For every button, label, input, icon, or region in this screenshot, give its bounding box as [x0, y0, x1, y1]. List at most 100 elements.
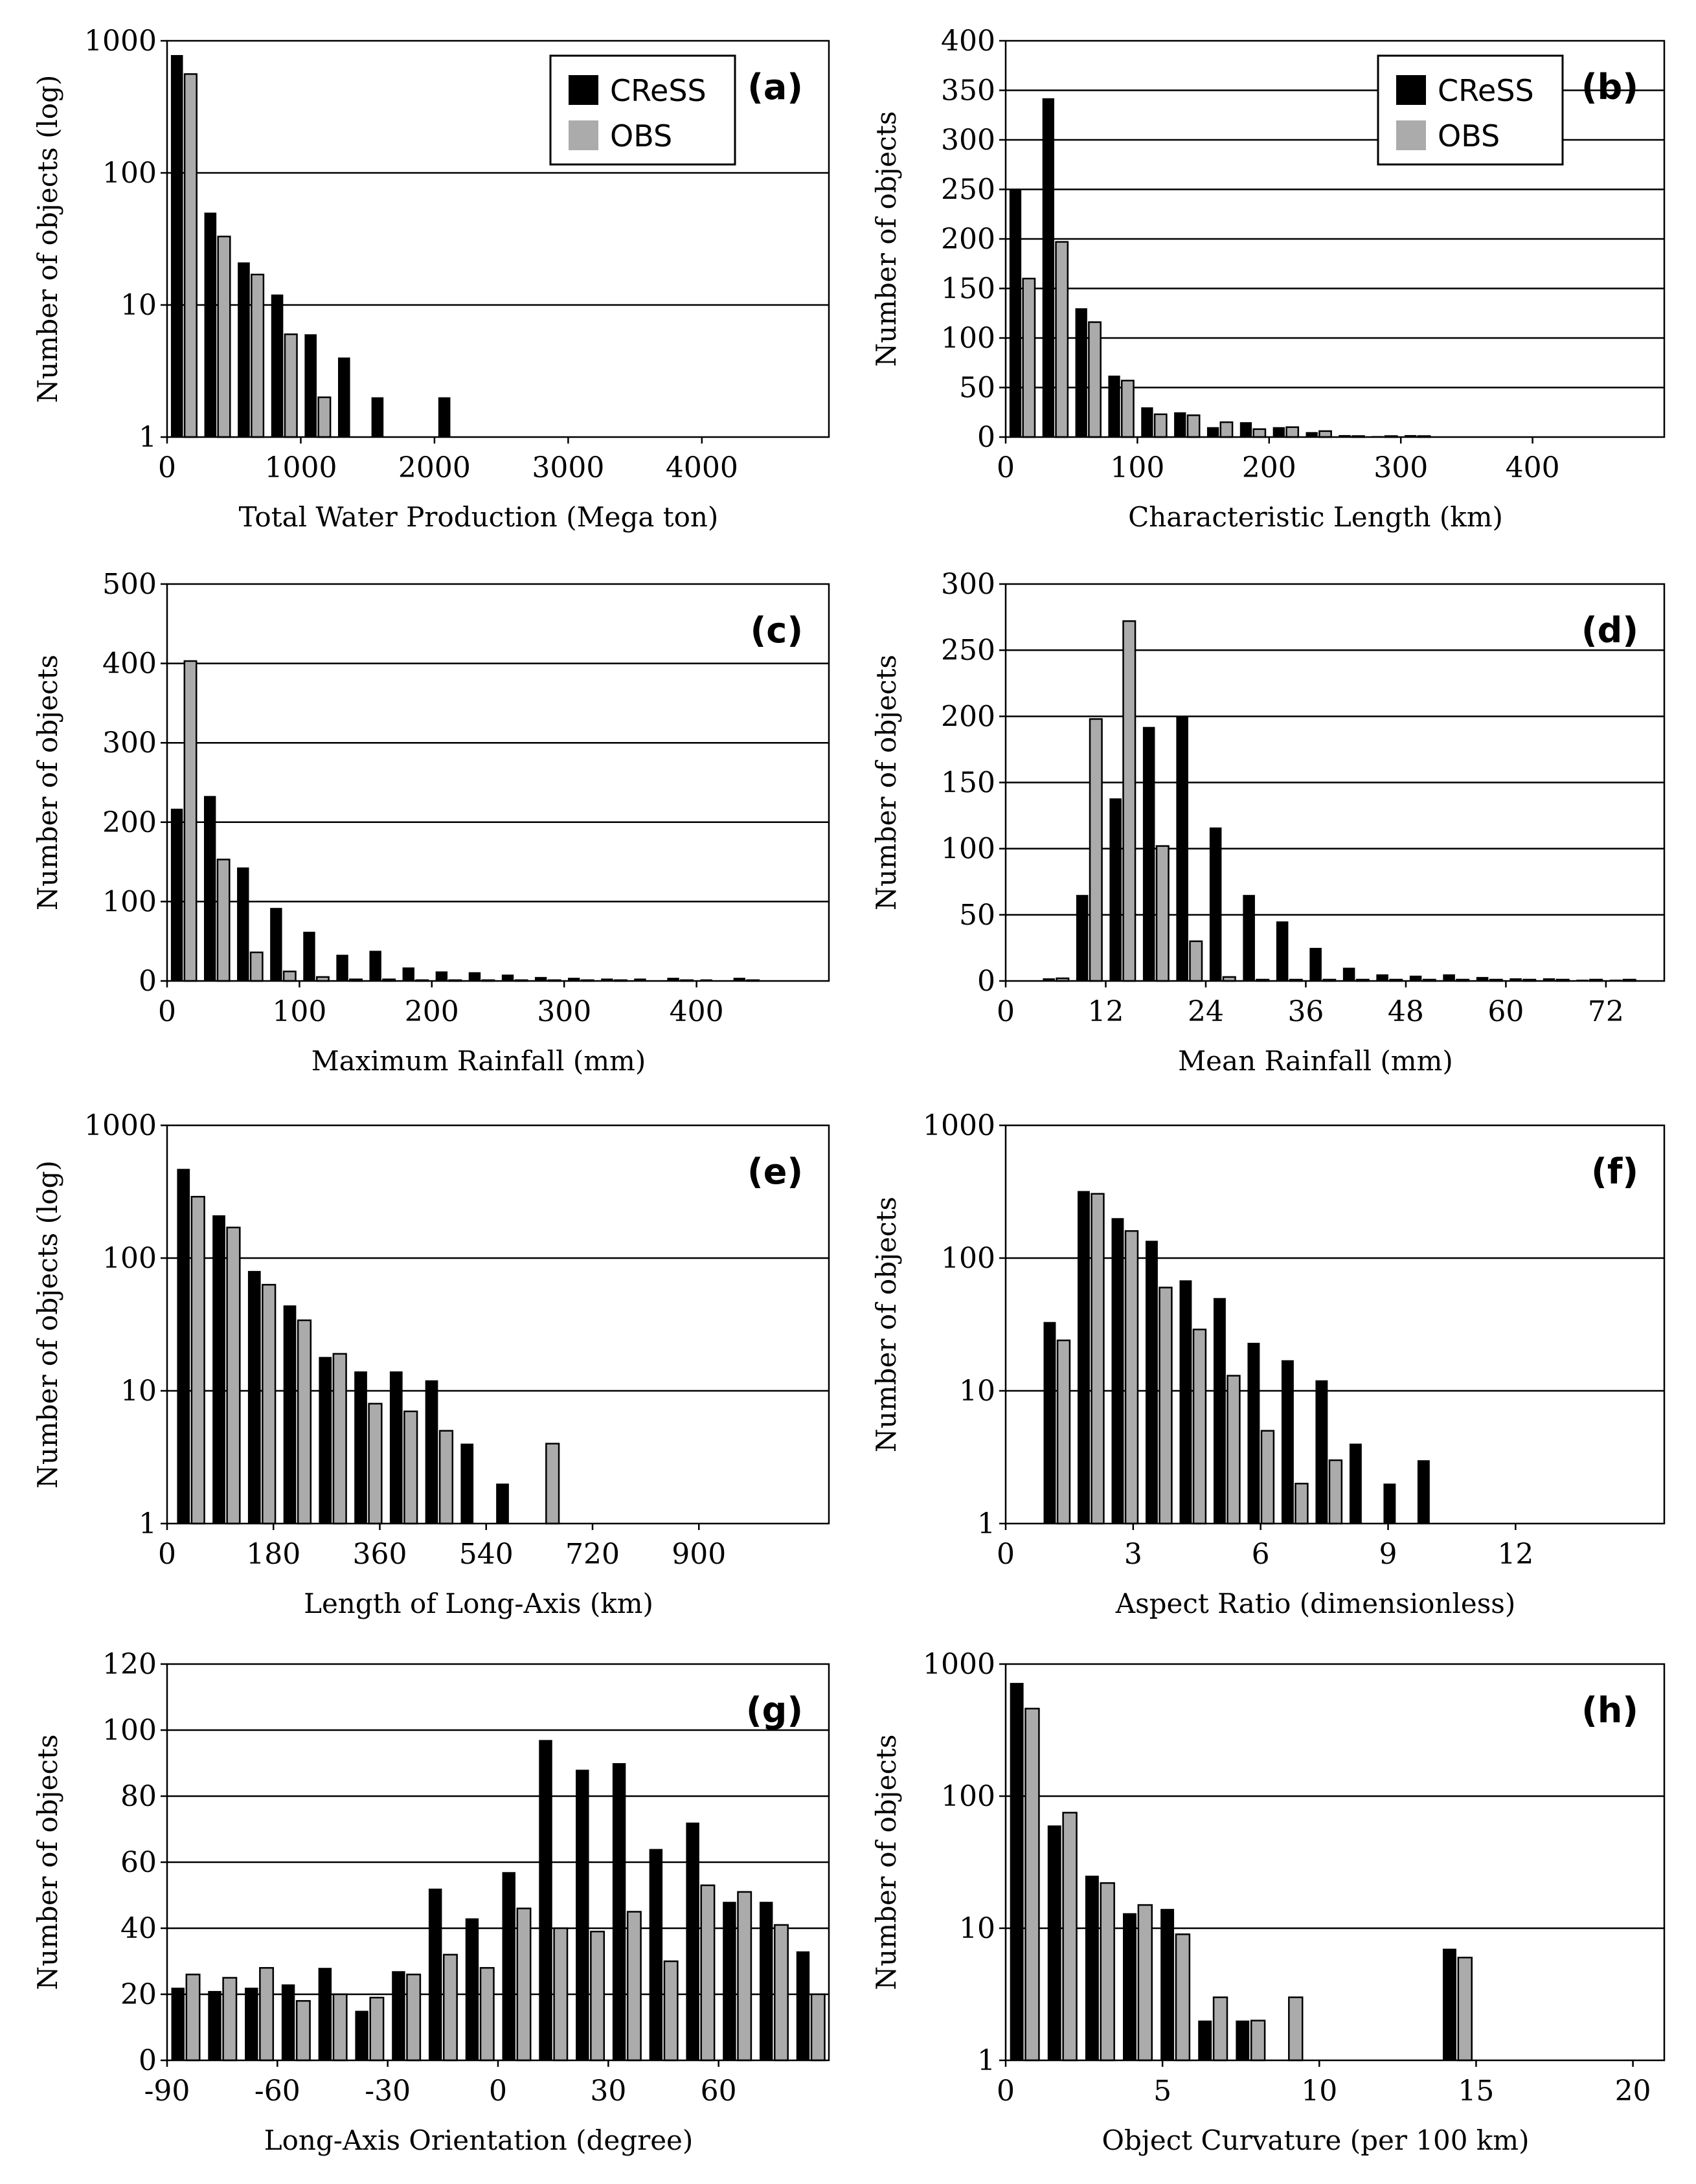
x-axis-label: Total Water Production (Mega ton) — [239, 501, 719, 533]
y-tick-label: 250 — [941, 634, 995, 667]
bar-cress — [465, 1918, 479, 2060]
x-tick-label: 400 — [670, 995, 724, 1028]
bar-cress — [1047, 1825, 1061, 2060]
y-axis-label: Number of objects — [32, 1735, 63, 1990]
x-tick-label: 10 — [1301, 2075, 1337, 2108]
bar-cress — [1443, 974, 1455, 981]
y-tick-label: 1 — [139, 1507, 157, 1540]
y-tick-label: 0 — [977, 421, 995, 454]
bar-obs — [1250, 2020, 1266, 2062]
x-tick-label: 360 — [353, 1538, 407, 1571]
bar-cress — [460, 1443, 474, 1524]
bar-obs — [1189, 940, 1203, 982]
y-tick-label: 100 — [941, 1242, 995, 1275]
bar-cress — [212, 1215, 225, 1524]
y-tick-label: 60 — [120, 1846, 157, 1879]
bar-cress — [425, 1380, 438, 1524]
bar-cress — [1281, 1360, 1294, 1524]
x-tick-label: 60 — [701, 2075, 737, 2108]
bar-obs — [185, 1974, 201, 2062]
bar-obs — [1288, 1996, 1304, 2062]
y-axis-label: Number of objects (log) — [32, 1160, 63, 1489]
x-tick-label: 4000 — [666, 451, 738, 484]
bar-cress — [796, 1951, 810, 2060]
bar-cress — [1543, 978, 1555, 981]
y-tick-label: 1000 — [84, 1109, 157, 1142]
bar-cress — [247, 1270, 261, 1524]
bar-cress — [318, 1968, 332, 2060]
bar-cress — [204, 212, 217, 437]
bar-cress — [686, 1822, 699, 2060]
x-tick-label: 0 — [997, 995, 1015, 1028]
chart-panel-c: 0 100 200 300 400 500 0 100 200 300 400 Maximum Rai… — [32, 568, 830, 1077]
y-tick-label: 1000 — [923, 1648, 995, 1681]
bar-obs — [1120, 379, 1135, 438]
legend-label-obs: OBS — [610, 118, 672, 153]
y-tick-label: 100 — [102, 157, 157, 190]
bar-obs — [479, 1966, 495, 2062]
chart-panel-e: 1 10 100 1000 0 180 360 540 720 900 Length of Long… — [32, 1109, 830, 1619]
plot-frame — [1004, 1663, 1666, 2062]
bar-obs — [1175, 1933, 1191, 2062]
panel-label: (a) — [747, 67, 803, 107]
y-tick-label: 80 — [120, 1780, 157, 1813]
x-tick-label: 100 — [1110, 451, 1164, 484]
x-tick-label: 5 — [1153, 2075, 1171, 2108]
panel-label: (c) — [751, 610, 803, 651]
x-tick-label: 72 — [1588, 995, 1624, 1028]
bar-obs — [1124, 1230, 1139, 1525]
bar-cress — [1174, 412, 1186, 437]
bar-cress — [271, 294, 284, 437]
chart-panel-a: 1 10 100 1000 0 1000 2000 3000 4000 Total Water P… — [32, 25, 830, 533]
x-tick-label: 0 — [997, 451, 1015, 484]
y-tick-label: 150 — [941, 767, 995, 800]
legend-label-obs: OBS — [1438, 118, 1500, 153]
y-axis-label: Number of objects — [870, 1197, 902, 1452]
bar-cress — [568, 978, 580, 981]
panel-label: (h) — [1581, 1690, 1638, 1731]
panel-label: (f) — [1591, 1151, 1638, 1192]
bar-cress — [534, 976, 547, 981]
chart-panel-h: 1 10 100 1000 0 5 10 15 20 Object Curvature (per … — [870, 1648, 1666, 2156]
bar-cress — [303, 931, 315, 981]
bar-cress — [392, 1971, 405, 2060]
bar-cress — [667, 978, 679, 981]
bar-cress — [1376, 974, 1388, 981]
y-tick-label: 0 — [139, 2044, 157, 2077]
bar-obs — [663, 1960, 679, 2062]
bar-cress — [468, 972, 481, 981]
bar-obs — [1227, 1375, 1241, 1525]
bar-cress — [1342, 967, 1355, 981]
bar-obs — [810, 1993, 826, 2062]
bar-cress — [338, 357, 350, 437]
x-tick-label: 24 — [1188, 995, 1224, 1028]
bar-obs — [217, 235, 231, 438]
bar-obs — [1159, 1287, 1173, 1525]
bar-obs — [1089, 718, 1103, 982]
legend-label-cress: CReSS — [610, 73, 707, 108]
bar-cress — [371, 397, 384, 437]
bar-obs — [1122, 620, 1136, 982]
x-tick-label: 720 — [565, 1538, 620, 1571]
x-tick-label: 0 — [997, 1538, 1015, 1571]
bar-obs — [1192, 1328, 1207, 1525]
bar-obs — [226, 1226, 241, 1525]
x-tick-label: 0 — [158, 1538, 176, 1571]
y-tick-label: 100 — [102, 885, 157, 918]
plot-frame — [166, 39, 830, 438]
bar-cress — [1042, 98, 1055, 438]
bar-cress — [336, 954, 348, 981]
y-tick-label: 400 — [941, 25, 995, 58]
bar-cress — [1142, 726, 1155, 981]
x-tick-label: 300 — [537, 995, 591, 1028]
y-axis-label: Number of objects — [870, 111, 902, 367]
x-tick-label: 900 — [672, 1538, 726, 1571]
bar-obs — [1155, 845, 1170, 982]
y-tick-label: 1000 — [923, 1109, 995, 1142]
y-axis-label: Number of objects — [870, 655, 902, 910]
x-tick-label: 6 — [1252, 1538, 1270, 1571]
bar-cress — [1160, 1909, 1175, 2060]
y-tick-label: 300 — [941, 568, 995, 601]
y-tick-label: 0 — [139, 965, 157, 998]
bar-cress — [601, 978, 613, 981]
